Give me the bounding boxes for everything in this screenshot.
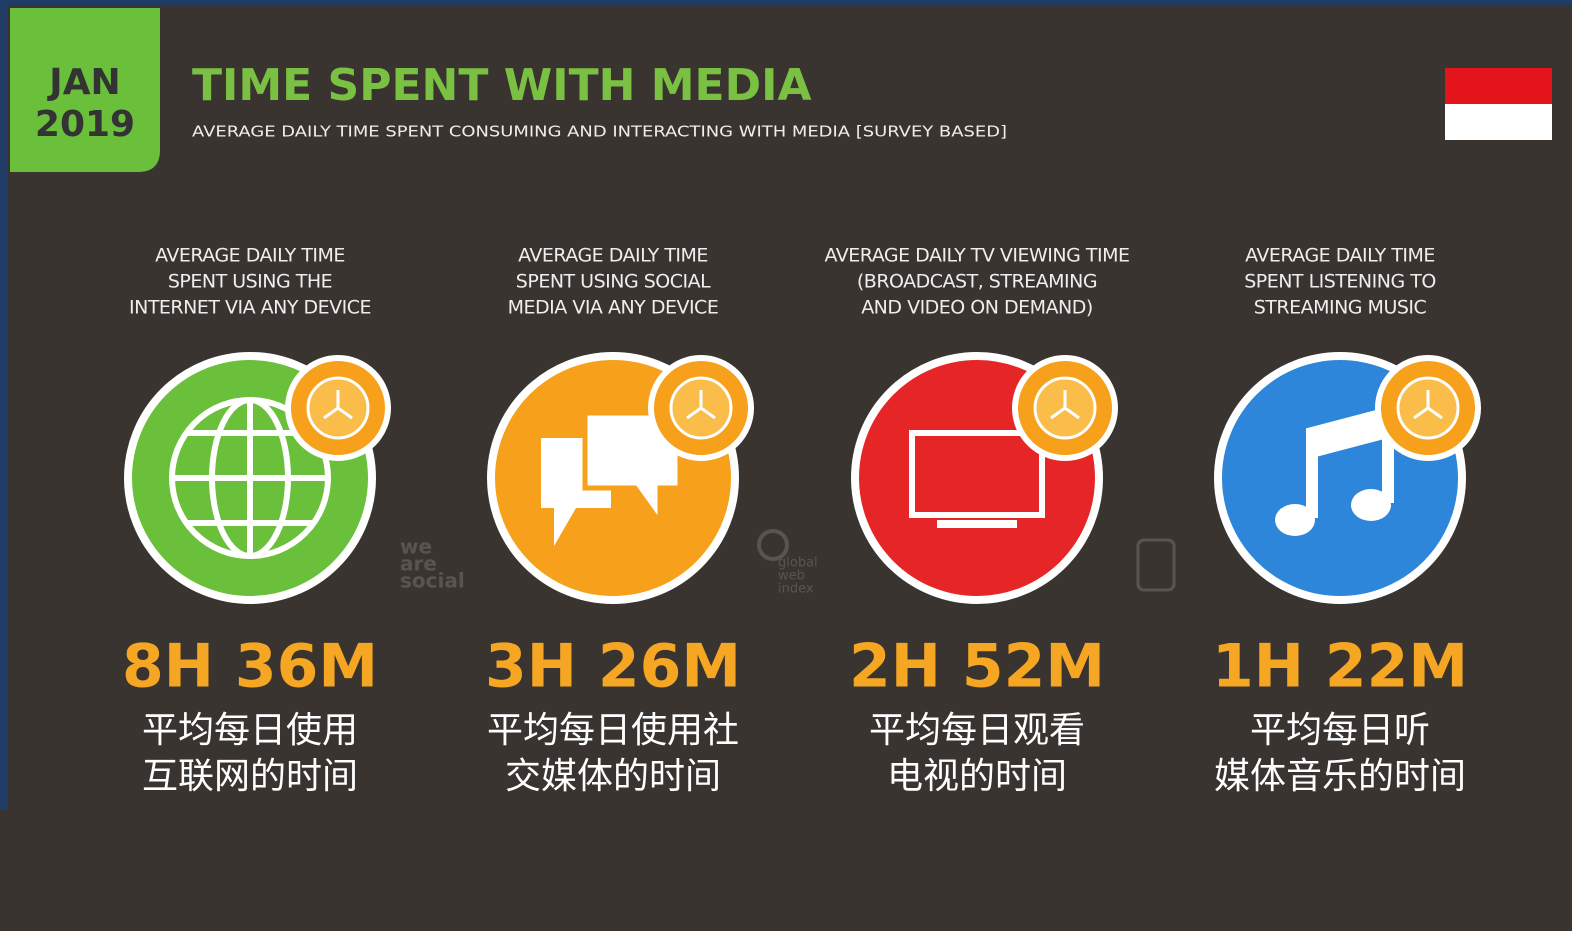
watermark-logo xyxy=(1136,538,1176,592)
month: JAN xyxy=(46,62,120,103)
tv-screen xyxy=(909,430,1045,518)
flag-red xyxy=(1445,68,1552,104)
chinese-label: 平均每日听 xyxy=(1250,710,1430,751)
watermark: we xyxy=(400,535,432,559)
music-beam xyxy=(1312,413,1388,458)
card-caption: AND VIDEO ON DEMAND) xyxy=(861,297,1093,319)
note-head xyxy=(1351,489,1391,521)
clock-hands xyxy=(1413,390,1443,420)
card-caption: AVERAGE DAILY TIME xyxy=(518,245,708,267)
time-value: 1H 22M xyxy=(1212,632,1468,702)
chinese-label: 平均每日使用 xyxy=(142,710,358,751)
top-strip xyxy=(0,0,1572,5)
tv-stand xyxy=(937,520,1017,528)
chinese-label: 交媒体的时间 xyxy=(505,756,721,797)
watermark: global xyxy=(778,556,818,571)
card-caption: MEDIA VIA ANY DEVICE xyxy=(508,297,719,319)
clock-hands xyxy=(1050,390,1080,420)
date-tab xyxy=(10,8,160,172)
card-caption: INTERNET VIA ANY DEVICE xyxy=(129,297,371,319)
time-value: 3H 26M xyxy=(485,632,741,702)
note-head xyxy=(1275,504,1315,536)
card-caption: SPENT USING THE xyxy=(168,271,332,293)
watermark: web xyxy=(778,569,805,584)
chinese-label: 电视的时间 xyxy=(887,756,1067,797)
time-value: 8H 36M xyxy=(122,632,378,702)
chinese-label: 互联网的时间 xyxy=(142,756,358,797)
clock-hands xyxy=(686,390,716,420)
chinese-label: 平均每日观看 xyxy=(869,710,1085,751)
watermark: are xyxy=(400,552,437,576)
clock-hands xyxy=(323,390,353,420)
chinese-label: 媒体音乐的时间 xyxy=(1214,756,1466,797)
subtitle: AVERAGE DAILY TIME SPENT CONSUMING AND I… xyxy=(192,123,1007,141)
card-caption: SPENT LISTENING TO xyxy=(1244,271,1436,293)
card-caption: AVERAGE DAILY TIME xyxy=(155,245,345,267)
flag-white xyxy=(1445,104,1552,140)
card-caption: AVERAGE DAILY TIME xyxy=(1245,245,1435,267)
watermark-logo xyxy=(757,529,789,561)
card-caption: (BROADCAST, STREAMING xyxy=(857,271,1097,293)
title: TIME SPENT WITH MEDIA xyxy=(192,60,812,111)
watermark: index xyxy=(778,582,814,597)
card-caption: SPENT USING SOCIAL xyxy=(516,271,711,293)
card-caption: STREAMING MUSIC xyxy=(1254,297,1427,319)
left-strip xyxy=(0,0,8,810)
year: 2019 xyxy=(35,104,135,145)
chinese-label: 平均每日使用社 xyxy=(487,710,739,751)
watermark: social xyxy=(400,569,465,593)
time-value: 2H 52M xyxy=(849,632,1105,702)
card-caption: AVERAGE DAILY TV VIEWING TIME xyxy=(825,245,1130,267)
